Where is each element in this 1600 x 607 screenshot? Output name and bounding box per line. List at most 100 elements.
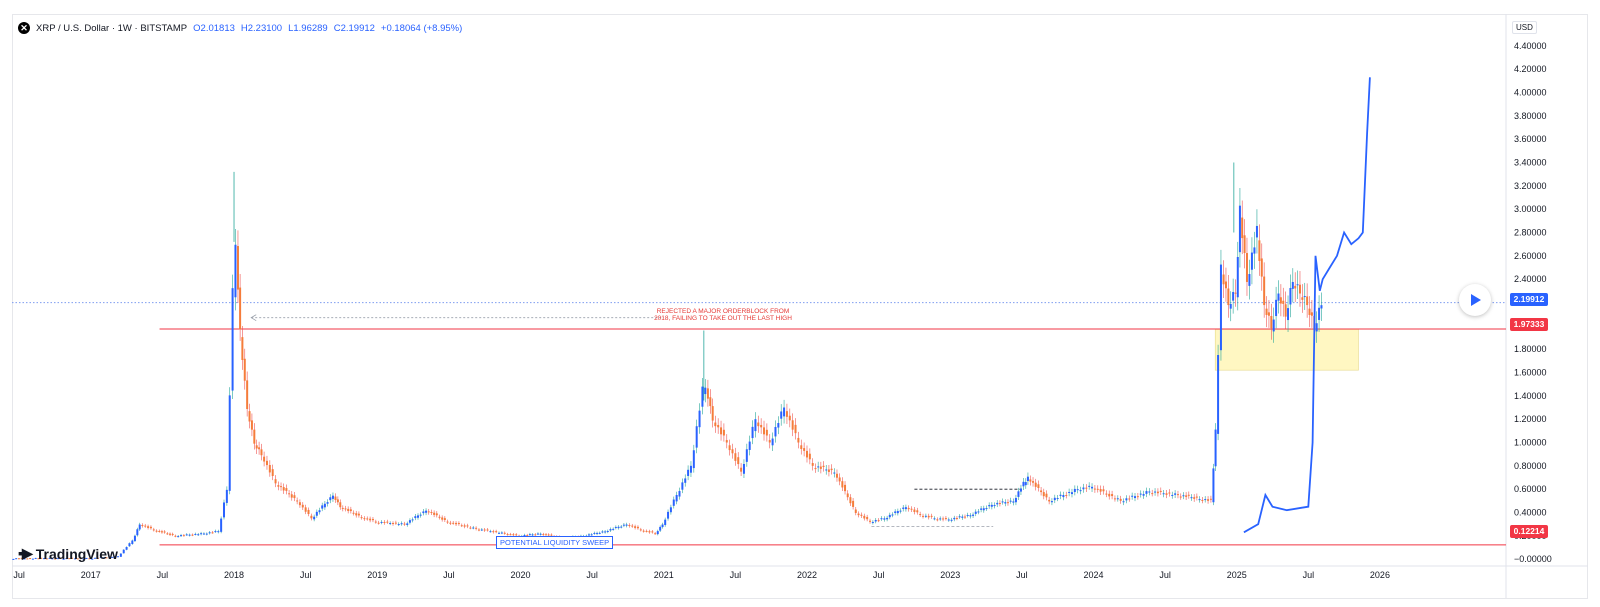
- candle-body: [1042, 492, 1045, 497]
- candle-body: [483, 529, 486, 531]
- candle-body: [88, 558, 91, 560]
- scroll-to-realtime-button[interactable]: [1459, 284, 1491, 316]
- candle-body: [94, 557, 97, 559]
- candle-body: [265, 460, 268, 466]
- candle-body: [919, 514, 922, 516]
- candle-body: [1201, 499, 1204, 501]
- candle-body: [822, 465, 825, 467]
- candle-body: [128, 543, 131, 547]
- symbol-title[interactable]: XRP / U.S. Dollar · 1W · BITSTAMP: [36, 22, 188, 34]
- candle-body: [811, 463, 814, 466]
- candle-body: [222, 502, 225, 518]
- candle-body: [307, 509, 310, 515]
- candle-body: [1255, 225, 1258, 238]
- candle-body: [433, 512, 436, 515]
- candle-body: [886, 517, 889, 520]
- candle-body: [377, 522, 380, 524]
- candle-body: [1088, 485, 1091, 487]
- candle-body: [1306, 296, 1309, 306]
- candle-body: [313, 516, 316, 520]
- candle-body: [612, 528, 615, 530]
- candle-body: [355, 513, 358, 516]
- candle-body: [1279, 297, 1282, 304]
- candle-body: [542, 534, 545, 536]
- candle-body: [888, 514, 891, 518]
- x-tick-label: 2024: [1083, 570, 1103, 580]
- candle-body: [1050, 501, 1053, 503]
- candle-body: [814, 468, 817, 470]
- candle-body: [160, 531, 163, 533]
- candle-body: [675, 495, 678, 502]
- candle-body: [1204, 499, 1207, 501]
- y-tick-label: 2.60000: [1514, 251, 1547, 261]
- candle-body: [236, 246, 239, 290]
- support-badge: 0.12214: [1510, 525, 1548, 538]
- candle-body: [114, 556, 117, 558]
- candle-body: [54, 558, 57, 560]
- y-tick-label: 1.00000: [1514, 438, 1547, 448]
- symbol-legend: ✕ XRP / U.S. Dollar · 1W · BITSTAMP O2.0…: [18, 22, 462, 34]
- candle-body: [65, 558, 68, 560]
- candle-body: [1263, 276, 1266, 306]
- candle-body: [1045, 493, 1048, 498]
- candle-body: [701, 386, 704, 407]
- candle-body: [883, 518, 886, 520]
- candle-body: [794, 424, 797, 434]
- candle-body: [347, 508, 350, 512]
- candle-body: [1034, 482, 1037, 487]
- candle-body: [656, 531, 659, 535]
- candle-body: [891, 514, 894, 516]
- candle-body: [214, 531, 217, 533]
- candle-body: [745, 449, 748, 462]
- candle-body: [29, 558, 32, 560]
- candle-body: [825, 469, 828, 471]
- candle-body: [315, 511, 318, 516]
- candle-body: [846, 493, 849, 498]
- candle-body: [808, 453, 811, 460]
- candle-body: [449, 522, 452, 524]
- candle-body: [785, 411, 788, 417]
- candle-body: [1040, 490, 1043, 493]
- candle-body: [1102, 489, 1105, 492]
- candle-body: [907, 507, 910, 510]
- y-tick-label: 3.20000: [1514, 181, 1547, 191]
- candle-body: [341, 507, 344, 509]
- candle-body: [443, 518, 446, 521]
- candle-body: [486, 529, 489, 531]
- candle-body: [985, 508, 988, 510]
- candle-body: [163, 531, 166, 533]
- candle-body: [1105, 493, 1108, 495]
- candle-body: [936, 519, 939, 521]
- candle-body: [963, 516, 966, 518]
- candle-body: [241, 337, 244, 360]
- candle-body: [171, 533, 174, 535]
- candle-body: [1113, 498, 1116, 500]
- candle-body: [149, 526, 152, 529]
- candle-body: [866, 516, 869, 520]
- candle-body: [138, 524, 141, 530]
- candle-body: [958, 516, 961, 518]
- candle-body: [1267, 312, 1270, 316]
- candle-body: [1024, 482, 1027, 486]
- x-tick-label: Jul: [13, 570, 25, 580]
- tradingview-logo[interactable]: ▪▶ TradingView: [18, 545, 118, 562]
- candle-body: [1022, 481, 1025, 487]
- candle-body: [411, 519, 414, 521]
- annotation-arrow-head: [250, 314, 257, 322]
- candle-body: [877, 520, 880, 522]
- candle-body: [144, 525, 147, 527]
- candle-body: [1065, 495, 1068, 496]
- candle-body: [460, 525, 463, 527]
- candle-body: [988, 505, 991, 507]
- candle-body: [85, 557, 88, 559]
- candle-body: [380, 521, 383, 523]
- candle-body: [939, 518, 942, 520]
- candle-body: [274, 479, 277, 484]
- candle-body: [780, 411, 783, 419]
- candle-body: [438, 516, 441, 518]
- currency-selector[interactable]: USD: [1512, 21, 1537, 34]
- candle-body: [1116, 498, 1119, 500]
- candle-body: [601, 531, 604, 533]
- y-tick-label: 0.60000: [1514, 484, 1547, 494]
